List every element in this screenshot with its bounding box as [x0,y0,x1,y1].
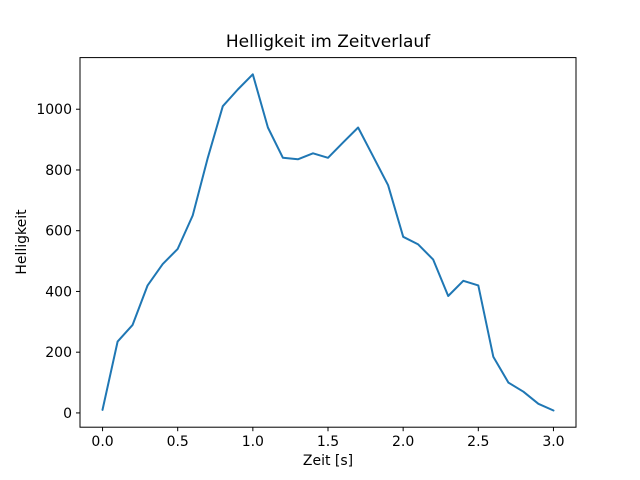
x-tick-label: 0.5 [167,434,189,450]
x-tick-label: 2.5 [467,434,489,450]
y-tick-label: 800 [45,163,72,179]
x-tick-label: 1.5 [317,434,339,450]
y-tick-label: 400 [45,284,72,300]
x-axis-ticks: 0.0 0.5 1.0 1.5 2.0 2.5 3.0 [91,427,565,450]
y-tick-label: 1000 [36,102,72,118]
chart-title: Helligkeit im Zeitverlauf [226,32,431,52]
y-axis-ticks: 0 200 400 600 800 1000 [36,102,80,422]
brightness-series-line [101,73,555,412]
y-tick-label: 200 [45,345,72,361]
x-tick-label: 0.0 [91,434,113,450]
y-axis-label: Helligkeit [14,209,30,275]
x-axis-label: Zeit [s] [303,453,353,469]
x-tick-label: 3.0 [542,434,564,450]
x-tick-label: 1.0 [242,434,264,450]
y-tick-label: 600 [45,224,72,240]
y-tick-label: 0 [63,406,72,422]
x-tick-label: 2.0 [392,434,414,450]
